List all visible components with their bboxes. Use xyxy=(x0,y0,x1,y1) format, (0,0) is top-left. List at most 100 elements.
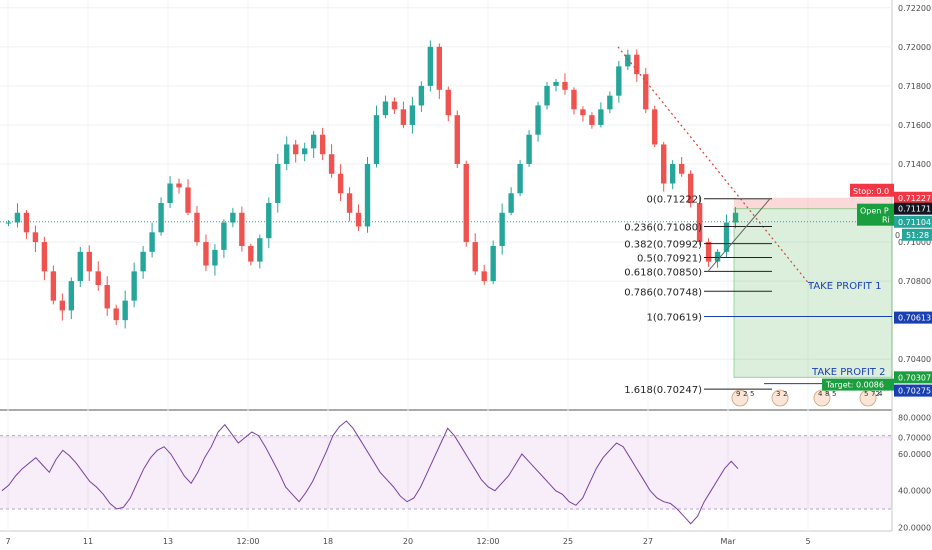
candle-body[interactable] xyxy=(589,115,595,125)
candle-body[interactable] xyxy=(5,222,12,224)
candle-body[interactable] xyxy=(194,212,200,243)
time-tick-label: 12:00 xyxy=(236,537,259,546)
economic-event-icon[interactable] xyxy=(731,389,749,407)
candle-body[interactable] xyxy=(562,81,568,90)
rsi-tick-label: 40.0000 xyxy=(898,487,931,496)
candle-body[interactable] xyxy=(669,163,676,184)
candle-body[interactable] xyxy=(391,101,398,110)
candle-body[interactable] xyxy=(122,300,128,321)
candle-body[interactable] xyxy=(230,212,236,223)
fib-level-label: 1(0.70619) xyxy=(646,312,702,323)
candle-body[interactable] xyxy=(481,271,487,282)
candle-body[interactable] xyxy=(355,212,362,227)
candle-body[interactable] xyxy=(248,245,254,262)
candle-body[interactable] xyxy=(23,212,30,233)
candle-body[interactable] xyxy=(32,232,39,243)
candle-body[interactable] xyxy=(328,154,335,174)
countdown-tag xyxy=(902,228,932,241)
candle-body[interactable] xyxy=(167,183,173,204)
drawings[interactable] xyxy=(0,46,893,390)
candle-body[interactable] xyxy=(382,101,389,116)
economic-event-icon[interactable] xyxy=(771,389,789,407)
candle-body[interactable] xyxy=(221,222,227,250)
candle-body[interactable] xyxy=(445,89,451,116)
candle-body[interactable] xyxy=(598,109,604,125)
candle-body[interactable] xyxy=(239,212,245,246)
candle-body[interactable] xyxy=(319,134,326,155)
candle-body[interactable] xyxy=(687,173,694,204)
candle-body[interactable] xyxy=(400,109,407,125)
candle-body[interactable] xyxy=(571,89,577,110)
candle-body[interactable] xyxy=(714,251,721,262)
candle-body[interactable] xyxy=(580,109,586,116)
event-count: 9 xyxy=(736,390,740,398)
candle-body[interactable] xyxy=(50,271,57,301)
candle-body[interactable] xyxy=(68,281,75,311)
candle-body[interactable] xyxy=(436,46,443,90)
candle-body[interactable] xyxy=(95,271,101,286)
candle-body[interactable] xyxy=(293,144,299,155)
candle-body[interactable] xyxy=(373,115,380,164)
candle-body[interactable] xyxy=(732,212,739,223)
candle-body[interactable] xyxy=(185,187,191,213)
candle-body[interactable] xyxy=(149,232,155,252)
candle-body[interactable] xyxy=(508,193,514,213)
candle-body[interactable] xyxy=(472,242,478,272)
candle-body[interactable] xyxy=(517,163,523,194)
candle-body[interactable] xyxy=(364,163,371,227)
candle-body[interactable] xyxy=(310,134,317,149)
candle-body[interactable] xyxy=(158,203,164,233)
candle-body[interactable] xyxy=(723,222,730,252)
candle-body[interactable] xyxy=(284,144,290,164)
candle-body[interactable] xyxy=(77,251,83,282)
candle-body[interactable] xyxy=(427,46,434,86)
candle-body[interactable] xyxy=(301,148,308,155)
candle-body[interactable] xyxy=(607,95,613,110)
candle-body[interactable] xyxy=(616,66,622,96)
candle-body[interactable] xyxy=(346,193,353,213)
candle-body[interactable] xyxy=(499,212,505,246)
candle-body[interactable] xyxy=(625,54,631,67)
candle-body[interactable] xyxy=(634,54,640,75)
candle-body[interactable] xyxy=(113,308,119,321)
candle-body[interactable] xyxy=(409,105,416,125)
candle-body[interactable] xyxy=(535,105,541,135)
candle-body[interactable] xyxy=(257,238,263,262)
candle-body[interactable] xyxy=(678,163,685,174)
candle-body[interactable] xyxy=(337,173,344,194)
rsi-line[interactable] xyxy=(1,420,739,525)
candle-body[interactable] xyxy=(544,85,550,106)
rsi-pane[interactable] xyxy=(0,420,892,525)
rsi-band xyxy=(0,435,892,509)
candle-body[interactable] xyxy=(104,285,110,309)
candle-body[interactable] xyxy=(661,144,667,184)
candle-body[interactable] xyxy=(14,212,21,223)
candle-body[interactable] xyxy=(454,115,460,164)
pattern-drawing xyxy=(707,198,772,272)
candle-body[interactable] xyxy=(490,245,496,282)
candle-body[interactable] xyxy=(203,242,209,266)
candle-body[interactable] xyxy=(463,163,469,243)
candle-body[interactable] xyxy=(266,203,272,239)
candle-body[interactable] xyxy=(176,183,182,188)
candle-body[interactable] xyxy=(418,85,425,106)
candle-body[interactable] xyxy=(86,251,92,272)
fib-level-label: 0.786(0.70748) xyxy=(624,287,702,298)
candle-body[interactable] xyxy=(526,134,532,164)
candle-body[interactable] xyxy=(140,251,146,272)
candle-body[interactable] xyxy=(652,109,658,145)
candles[interactable] xyxy=(5,40,739,329)
time-tick-label: 27 xyxy=(643,537,653,546)
candle-body[interactable] xyxy=(59,300,66,311)
candle-body[interactable] xyxy=(131,271,137,301)
candle-body[interactable] xyxy=(705,242,712,262)
candle-body[interactable] xyxy=(696,203,703,243)
candle-body[interactable] xyxy=(643,74,649,110)
profit-zone[interactable] xyxy=(733,208,893,378)
candle-body[interactable] xyxy=(212,249,218,266)
candle-body[interactable] xyxy=(553,81,559,86)
candle-body[interactable] xyxy=(41,242,48,272)
stop-zone[interactable] xyxy=(734,197,892,209)
candle-body[interactable] xyxy=(275,163,281,204)
